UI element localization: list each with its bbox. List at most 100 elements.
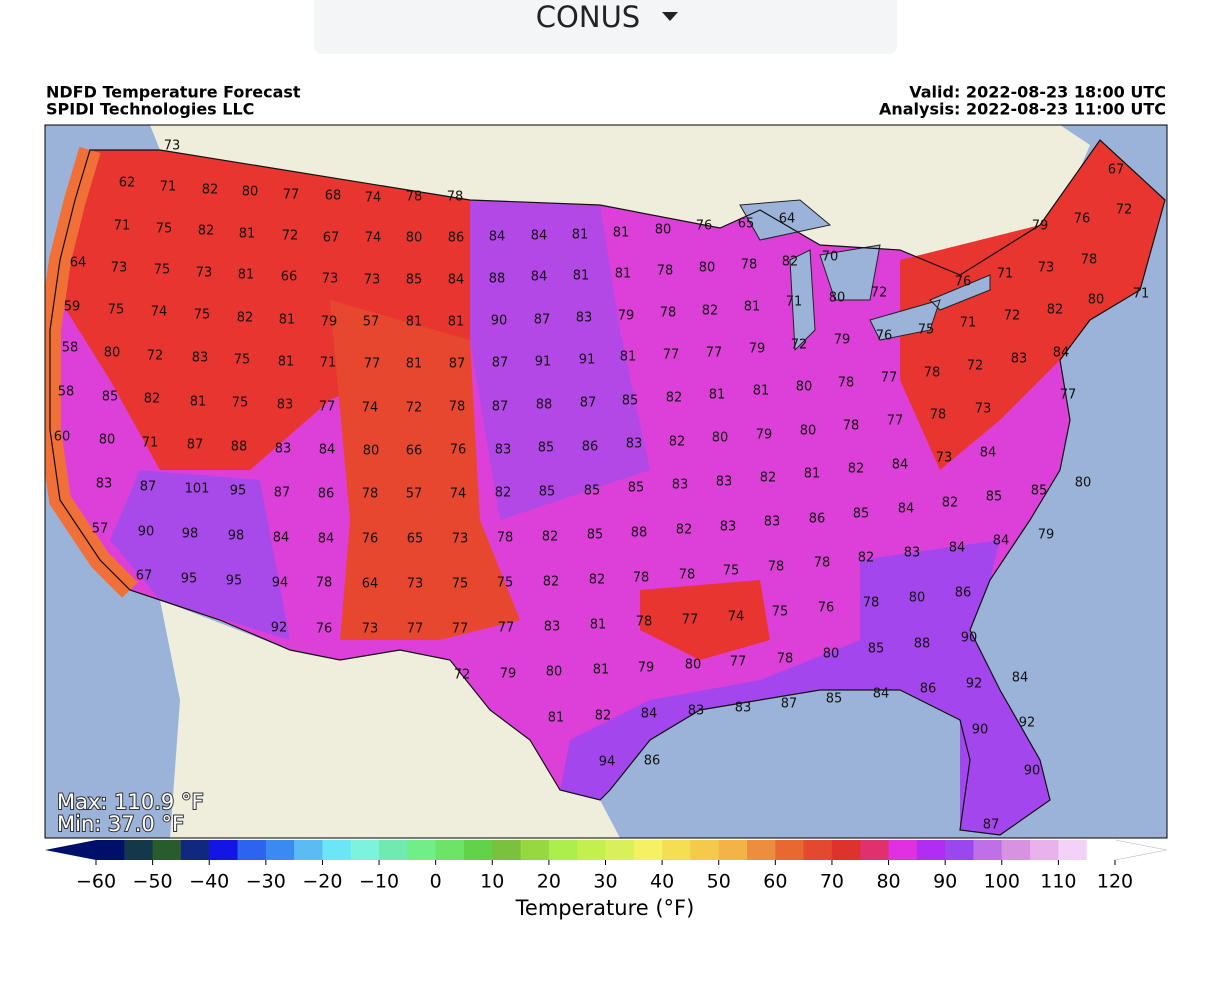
colorbar-swatch xyxy=(888,840,918,860)
temp-label: 83 xyxy=(277,398,294,413)
temp-label: 80 xyxy=(655,223,672,238)
temp-label: 80 xyxy=(823,647,840,662)
temp-label: 78 xyxy=(362,487,379,502)
temp-label: 87 xyxy=(274,486,291,501)
temp-label: 87 xyxy=(492,400,509,415)
temp-label: 87 xyxy=(534,313,551,328)
temp-label: 80 xyxy=(829,291,846,306)
temp-label: 71 xyxy=(786,295,803,310)
temp-label: 84 xyxy=(531,270,548,285)
temp-label: 87 xyxy=(187,438,204,453)
temp-label: 59 xyxy=(64,300,81,315)
temp-label: 77 xyxy=(407,622,424,637)
temp-label: 86 xyxy=(318,487,335,502)
temp-label: 87 xyxy=(983,818,1000,833)
temp-label: 81 xyxy=(278,355,295,370)
temp-label: 68 xyxy=(325,189,342,204)
temp-label: 90 xyxy=(1024,764,1041,779)
temp-label: 83 xyxy=(96,477,113,492)
temp-label: 78 xyxy=(1081,253,1098,268)
colorbar-swatch xyxy=(265,840,295,860)
colorbar-swatch xyxy=(945,840,974,860)
temp-label: 83 xyxy=(275,442,292,457)
temp-label: 81 xyxy=(448,315,465,330)
region-dropdown[interactable] xyxy=(314,0,897,54)
temp-label: 81 xyxy=(613,226,630,241)
temp-label: 57 xyxy=(92,522,109,537)
temp-label: 79 xyxy=(618,309,635,324)
temp-label: 82 xyxy=(542,530,559,545)
temp-label: 82 xyxy=(676,523,693,538)
temp-label: 84 xyxy=(318,532,335,547)
temp-label: 77 xyxy=(452,622,469,637)
temp-label: 78 xyxy=(768,560,785,575)
temp-label: 78 xyxy=(447,190,464,205)
temp-label: 90 xyxy=(972,723,989,738)
dropdown-label[interactable]: CONUS xyxy=(536,0,640,34)
temp-label: 82 xyxy=(543,575,560,590)
temp-label: 88 xyxy=(631,526,648,541)
temp-label: 81 xyxy=(406,357,423,372)
temp-label: 79 xyxy=(834,333,851,348)
temp-label: 82 xyxy=(782,255,799,270)
colorbar-tick-label: 40 xyxy=(650,871,674,893)
temp-label: 82 xyxy=(198,224,215,239)
temp-label: 86 xyxy=(955,586,972,601)
temp-label: 81 xyxy=(239,227,256,242)
temp-label: 81 xyxy=(620,350,637,365)
temp-label: 78 xyxy=(449,400,466,415)
border xyxy=(49,139,1166,836)
temp-label: 82 xyxy=(495,486,512,501)
temp-label: 80 xyxy=(909,591,926,606)
colorbar-swatch xyxy=(407,840,437,860)
temp-label: 82 xyxy=(669,435,686,450)
temp-label: 84 xyxy=(892,458,909,473)
mexico xyxy=(160,600,620,838)
colorbar-swatch xyxy=(350,840,380,860)
temp-label: 73 xyxy=(452,532,469,547)
temp-label: 71 xyxy=(1133,287,1150,302)
temp-label: 79 xyxy=(1032,219,1049,234)
temp-label: 81 xyxy=(190,395,207,410)
temp-label: 76 xyxy=(316,622,333,637)
temp-label: 84 xyxy=(873,687,890,702)
temp-label: 72 xyxy=(406,401,423,416)
temp-label: 73 xyxy=(322,272,339,287)
dropdown-caret[interactable] xyxy=(662,12,678,21)
temp-label: 66 xyxy=(281,270,298,285)
temp-label: 85 xyxy=(628,481,645,496)
temp-label: 75 xyxy=(108,303,125,318)
temp-label: 82 xyxy=(858,551,875,566)
temp-label: 78 xyxy=(660,306,677,321)
temp-label: 84 xyxy=(531,229,548,244)
temp-label: 76 xyxy=(362,532,379,547)
temp-label: 82 xyxy=(1047,303,1064,318)
temp-label: 80 xyxy=(800,424,817,439)
colorbar-label: Temperature (°F) xyxy=(515,896,695,920)
temp-label: 74 xyxy=(365,231,382,246)
temp-label: 57 xyxy=(406,487,423,502)
temp-label: 88 xyxy=(231,440,248,455)
temp-label: 79 xyxy=(638,661,655,676)
temp-label: 75 xyxy=(772,605,789,620)
temp-label: 85 xyxy=(102,390,119,405)
temp-label: 95 xyxy=(230,484,247,499)
colorbar-tick-label: −60 xyxy=(76,871,116,893)
temp-label: 73 xyxy=(196,266,213,281)
colorbar-swatch xyxy=(124,840,154,860)
temp-label: 95 xyxy=(181,572,198,587)
temp-label: 84 xyxy=(949,541,966,556)
temp-label: 72 xyxy=(454,668,471,683)
temp-label: 78 xyxy=(741,258,758,273)
colorbar-swatch xyxy=(492,840,522,860)
temp-label: 81 xyxy=(279,313,296,328)
temp-label: 71 xyxy=(320,356,337,371)
temp-label: 77 xyxy=(706,346,723,361)
colorbar-tick-label: −50 xyxy=(133,871,173,893)
colorbar-swatch xyxy=(435,840,465,860)
colorbar-tick-label: 50 xyxy=(707,871,731,893)
temp-label: 71 xyxy=(960,316,977,331)
temp-label: 85 xyxy=(622,394,639,409)
temp-label: 73 xyxy=(1038,261,1055,276)
